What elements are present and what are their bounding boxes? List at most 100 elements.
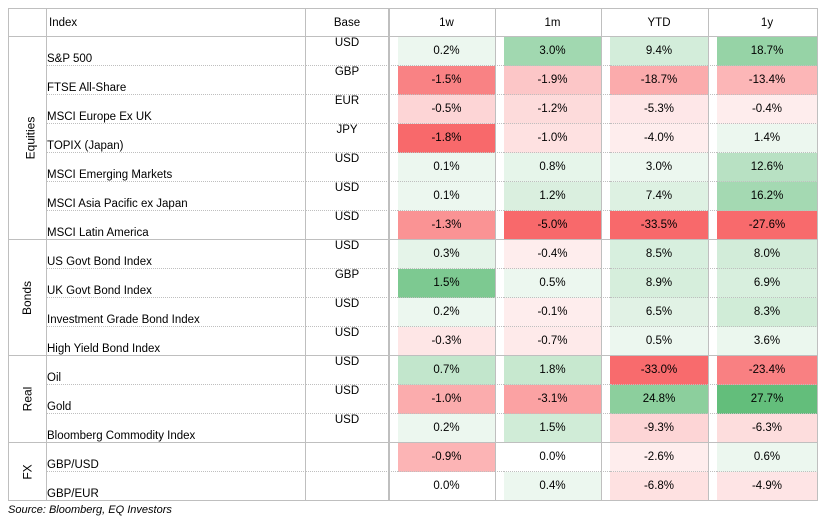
table-row: UK Govt Bond Index GBP 1.5% 0.5% 8.9% 6.9% (8, 269, 818, 298)
index-name: Gold (47, 385, 306, 414)
table-row: High Yield Bond Index USD -0.3% -0.7% 0.5% 3.… (8, 327, 818, 356)
column-gap (601, 182, 610, 211)
w1-value: 0.1% (398, 182, 495, 211)
table-row: MSCI Emerging Markets USD 0.1% 0.8% 3.0% 12.6… (8, 153, 818, 182)
base-currency: USD (306, 240, 389, 269)
base-currency: GBP (306, 66, 389, 95)
column-gap (708, 211, 717, 240)
index-name: Investment Grade Bond Index (47, 298, 306, 327)
ytd-value: -33.5% (610, 211, 708, 240)
y1-value: -6.3% (717, 414, 818, 443)
ytd-value: 3.0% (610, 153, 708, 182)
w1-value: 0.3% (398, 240, 495, 269)
column-gap (601, 327, 610, 356)
column-gap (389, 95, 398, 124)
column-gap (708, 356, 717, 385)
y1-value: 27.7% (717, 385, 818, 414)
column-gap (601, 8, 610, 37)
column-gap (601, 414, 610, 443)
column-gap (389, 182, 398, 211)
index-name: MSCI Latin America (47, 211, 306, 240)
ytd-value: 9.4% (610, 37, 708, 66)
source-note: Source: Bloomberg, EQ Investors (8, 504, 172, 516)
column-gap (708, 472, 717, 501)
column-gap (389, 414, 398, 443)
y1-value: 0.6% (717, 443, 818, 472)
w1-value: 0.1% (398, 153, 495, 182)
column-gap (601, 385, 610, 414)
y1-value: 3.6% (717, 327, 818, 356)
base-currency: EUR (306, 95, 389, 124)
table-row: FTSE All-Share GBP -1.5% -1.9% -18.7% -13.4% (8, 66, 818, 95)
group-label: Equities (23, 116, 38, 160)
index-name: TOPIX (Japan) (47, 124, 306, 153)
table-row: MSCI Europe Ex UK EUR -0.5% -1.2% -5.3% -0.4% (8, 95, 818, 124)
column-gap (601, 472, 610, 501)
column-gap (495, 37, 504, 66)
w1-value: 0.2% (398, 298, 495, 327)
column-gap (601, 124, 610, 153)
y1-value: 12.6% (717, 153, 818, 182)
index-name: MSCI Asia Pacific ex Japan (47, 182, 306, 211)
m1-value: 0.4% (504, 472, 601, 501)
table-row: TOPIX (Japan) JPY -1.8% -1.0% -4.0% 1.4% (8, 124, 818, 153)
table-row: Bonds US Govt Bond Index USD 0.3% -0.4% 8.5% 8… (8, 240, 818, 356)
table-row: MSCI Latin America USD -1.3% -5.0% -33.5% -27… (8, 211, 818, 240)
ytd-value: -18.7% (610, 66, 708, 95)
column-gap (708, 298, 717, 327)
column-gap (389, 37, 398, 66)
column-gap (389, 356, 398, 385)
index-name: UK Govt Bond Index (47, 269, 306, 298)
column-gap (601, 95, 610, 124)
column-gap (495, 8, 504, 37)
index-name: MSCI Europe Ex UK (47, 95, 306, 124)
group-label-cell: Bonds (8, 240, 47, 356)
base-currency: USD (306, 153, 389, 182)
w1-value: 0.0% (398, 472, 495, 501)
1y-header: 1y (717, 8, 818, 37)
y1-value: 16.2% (717, 182, 818, 211)
column-gap (495, 95, 504, 124)
index-name: Oil (47, 356, 306, 385)
column-gap (495, 414, 504, 443)
index-name: S&P 500 (47, 37, 306, 66)
column-gap (389, 385, 398, 414)
column-gap (601, 37, 610, 66)
column-gap (389, 124, 398, 153)
m1-value: -3.1% (504, 385, 601, 414)
column-gap (389, 8, 398, 37)
column-gap (708, 327, 717, 356)
column-gap (495, 269, 504, 298)
column-gap (601, 211, 610, 240)
ytd-value: 8.9% (610, 269, 708, 298)
ytd-value: 8.5% (610, 240, 708, 269)
column-gap (601, 153, 610, 182)
base-currency: USD (306, 356, 389, 385)
table-row: Gold USD -1.0% -3.1% 24.8% 27.7% (8, 385, 818, 414)
index-name: Bloomberg Commodity Index (47, 414, 306, 443)
column-gap (708, 240, 717, 269)
m1-value: 0.5% (504, 269, 601, 298)
w1-value: -0.9% (398, 443, 495, 472)
group-label-cell: Real (8, 356, 47, 443)
m1-value: 0.8% (504, 153, 601, 182)
ytd-value: -4.0% (610, 124, 708, 153)
y1-value: -4.9% (717, 472, 818, 501)
y1-value: -23.4% (717, 356, 818, 385)
w1-value: -0.3% (398, 327, 495, 356)
column-gap (495, 124, 504, 153)
base-currency: JPY (306, 124, 389, 153)
w1-value: 1.5% (398, 269, 495, 298)
column-gap (708, 269, 717, 298)
index-name: High Yield Bond Index (47, 327, 306, 356)
group-label: FX (20, 463, 35, 480)
ytd-value: -33.0% (610, 356, 708, 385)
1w-header: 1w (398, 8, 495, 37)
w1-value: -1.0% (398, 385, 495, 414)
column-gap (389, 211, 398, 240)
m1-value: -0.4% (504, 240, 601, 269)
1m-header: 1m (504, 8, 601, 37)
table-body: Equities S&P 500 USD 0.2% 3.0% 9.4% 18.7% FTSE … (8, 37, 818, 501)
column-gap (389, 240, 398, 269)
